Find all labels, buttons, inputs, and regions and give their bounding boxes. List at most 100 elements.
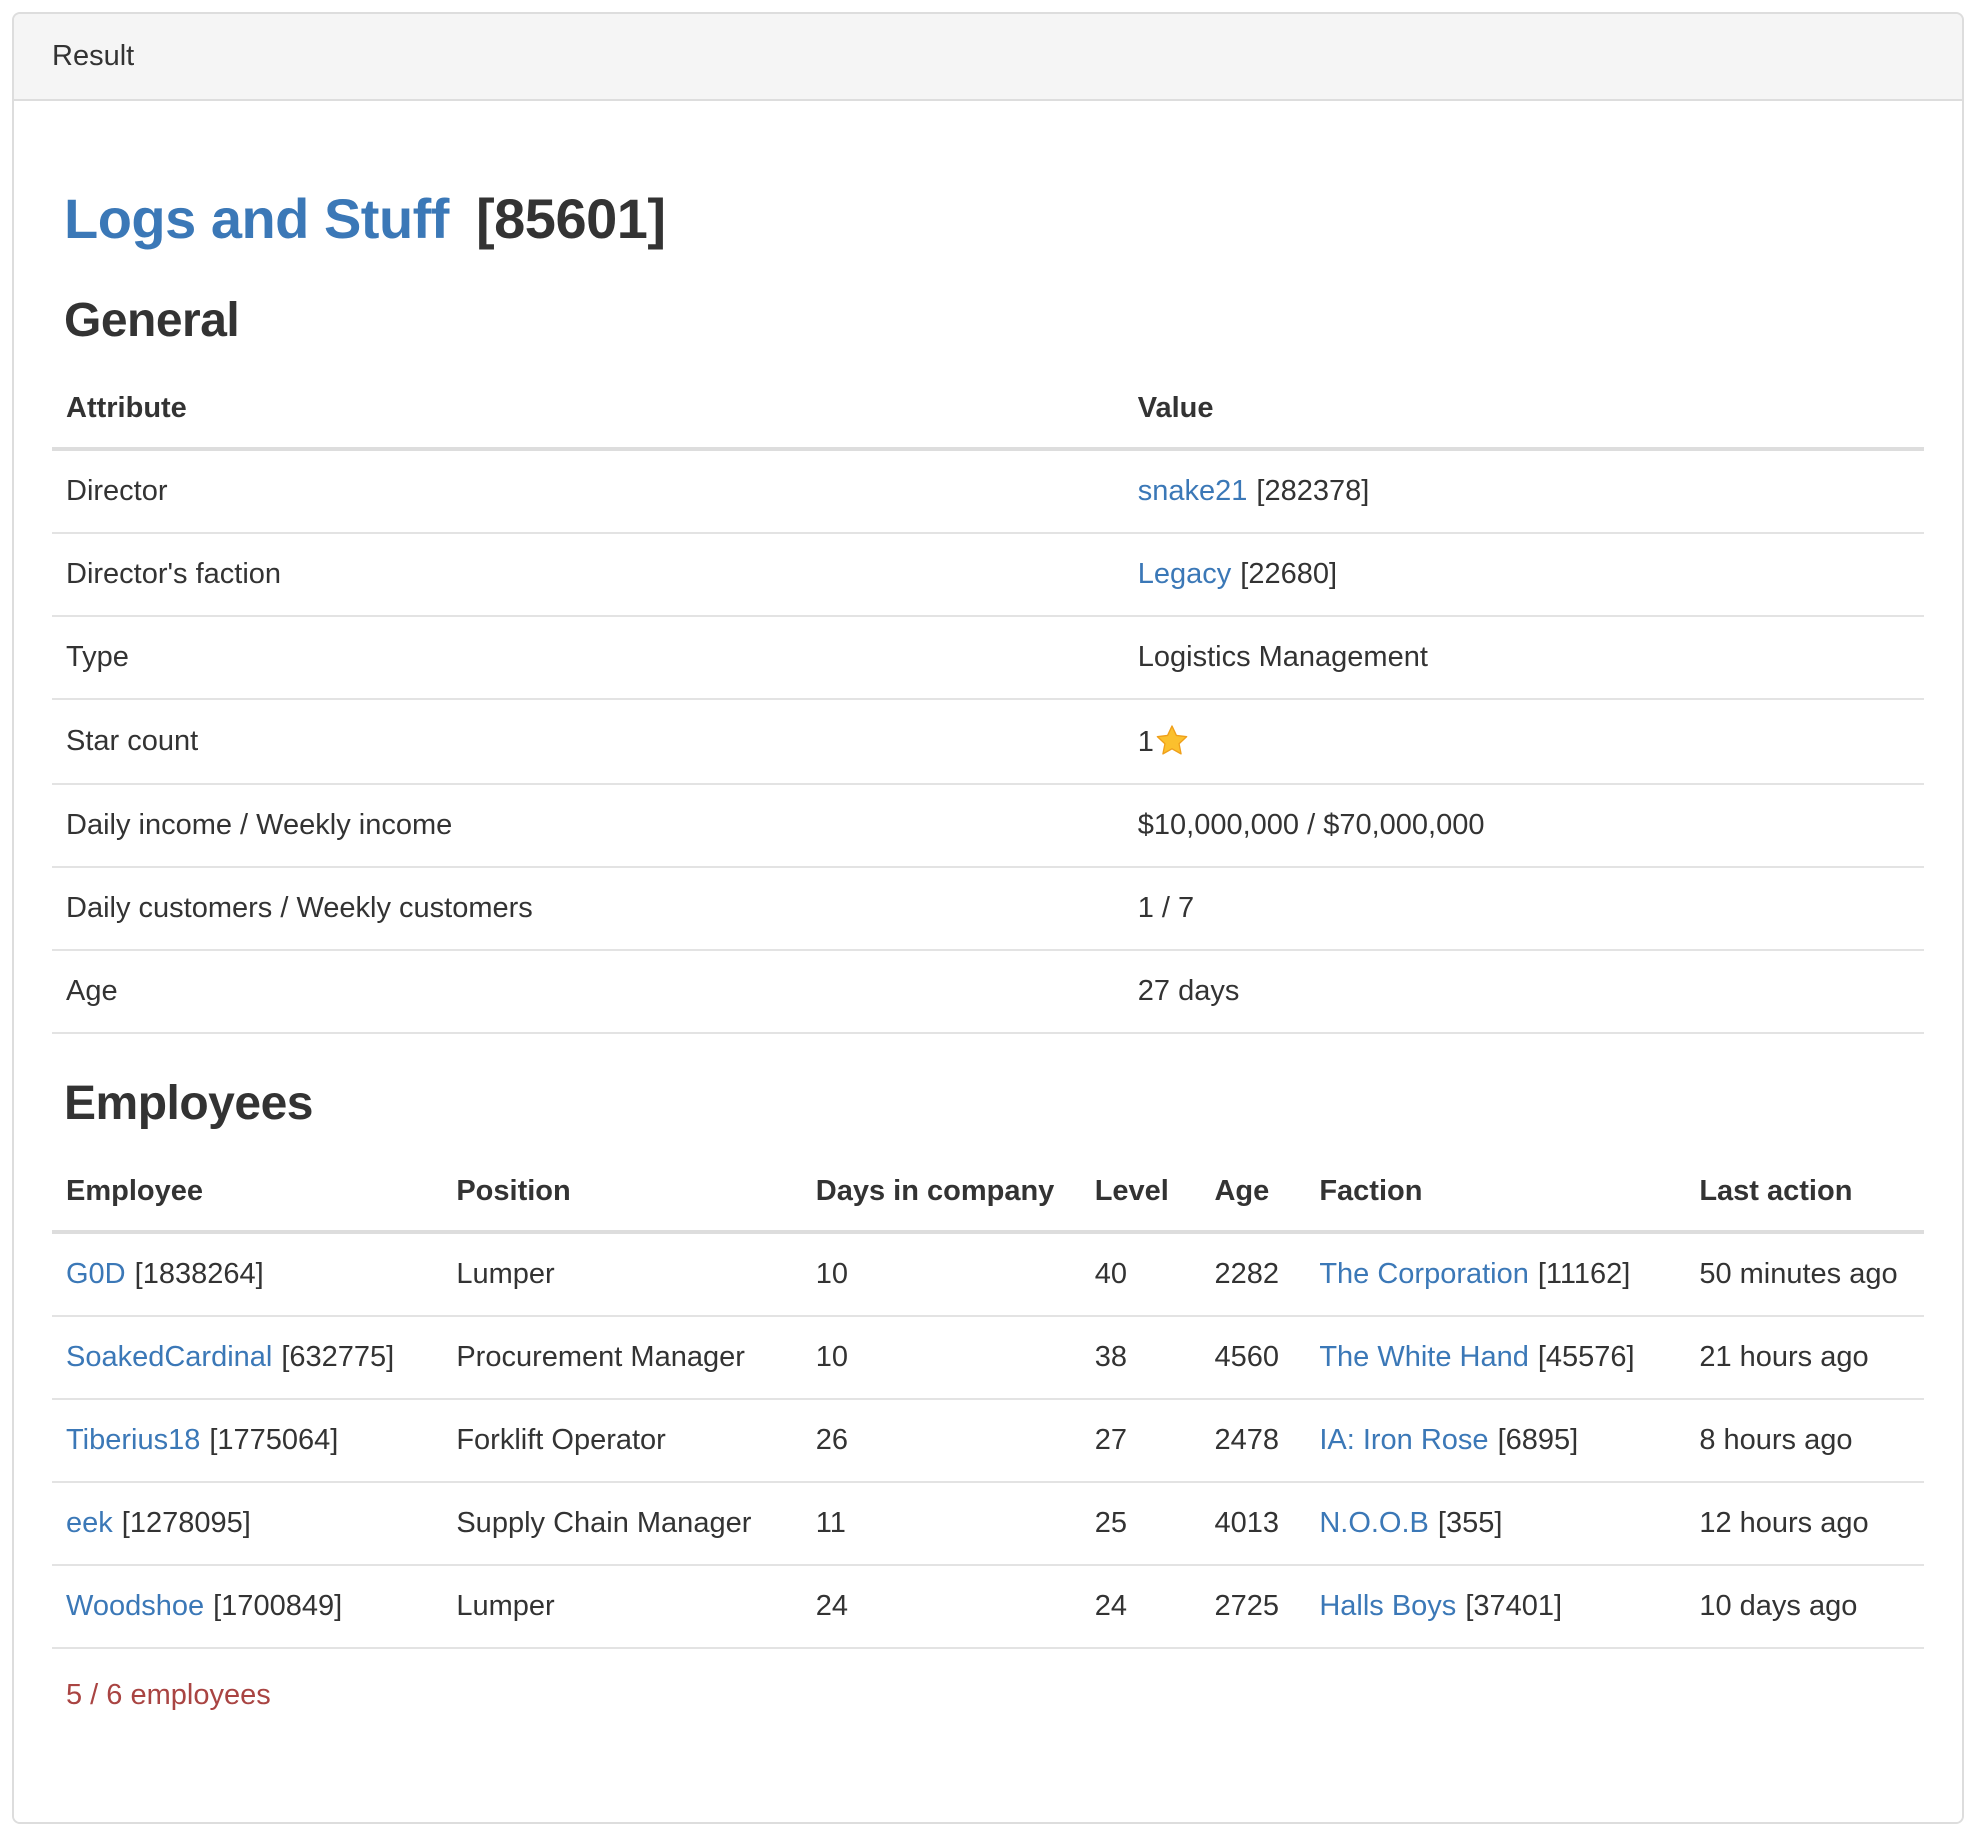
position-cell: Lumper	[456, 1232, 816, 1317]
attribute-label: Type	[52, 616, 1138, 700]
faction-link[interactable]: IA: Iron Rose	[1319, 1424, 1489, 1456]
faction-link[interactable]: The Corporation	[1319, 1258, 1529, 1290]
star-icon	[1156, 725, 1188, 755]
employees-col-position: Position	[456, 1137, 816, 1234]
faction-id: [6895]	[1497, 1424, 1579, 1456]
result-panel: Result Logs and Stuff [85601] General At…	[12, 12, 1964, 1824]
employee-name-link[interactable]: SoakedCardinal	[66, 1341, 273, 1373]
company-id: [85601]	[476, 187, 666, 250]
days-cell: 11	[815, 1482, 1095, 1566]
attribute-value: $10,000,000 / $70,000,000	[1137, 784, 1924, 868]
employee-id: [632775]	[281, 1341, 395, 1373]
general-header-row: Attribute Value	[52, 354, 1924, 451]
days-cell: 10	[815, 1232, 1095, 1317]
general-row-income: Daily income / Weekly income $10,000,000…	[52, 784, 1924, 868]
attribute-value: snake21 [282378]	[1137, 449, 1924, 534]
level-cell: 40	[1094, 1232, 1215, 1317]
faction-id: [45576]	[1537, 1341, 1635, 1373]
attribute-label: Star count	[52, 699, 1138, 785]
director-id: [282378]	[1256, 475, 1370, 507]
employee-name-link[interactable]: eek	[66, 1507, 113, 1539]
level-cell: 24	[1094, 1565, 1215, 1649]
attribute-label: Daily income / Weekly income	[52, 784, 1138, 868]
director-faction-link[interactable]: Legacy	[1137, 558, 1232, 590]
attribute-value: 1	[1137, 699, 1924, 785]
employee-cell: eek [1278095]	[52, 1482, 457, 1566]
employee-id: [1278095]	[121, 1507, 251, 1539]
faction-cell: Halls Boys [37401]	[1319, 1565, 1700, 1649]
employee-id: [1700849]	[213, 1590, 343, 1622]
company-title: Logs and Stuff [85601]	[64, 186, 1924, 251]
employees-header-row: Employee Position Days in company Level …	[52, 1137, 1924, 1234]
employees-count-footer: 5 / 6 employees	[66, 1679, 271, 1711]
last-action-cell: 8 hours ago	[1699, 1399, 1924, 1483]
position-cell: Lumper	[456, 1565, 816, 1649]
employees-col-days: Days in company	[815, 1137, 1095, 1234]
last-action-cell: 10 days ago	[1699, 1565, 1924, 1649]
days-cell: 26	[815, 1399, 1095, 1483]
employee-row: G0D [1838264] Lumper 10 40 2282 The Corpo…	[52, 1232, 1924, 1317]
employee-id: [1838264]	[134, 1258, 264, 1290]
position-cell: Supply Chain Manager	[456, 1482, 816, 1566]
page: Result Logs and Stuff [85601] General At…	[0, 12, 1976, 1824]
attribute-label: Daily customers / Weekly customers	[52, 867, 1138, 951]
general-table: Attribute Value Director snake21 [282378]…	[52, 354, 1924, 1034]
employees-col-employee: Employee	[52, 1137, 457, 1234]
general-row-customers: Daily customers / Weekly customers 1 / 7	[52, 867, 1924, 951]
employee-row: Tiberius18 [1775064] Forklift Operator 26…	[52, 1399, 1924, 1483]
position-cell: Forklift Operator	[456, 1399, 816, 1483]
attribute-value: Legacy [22680]	[1137, 533, 1924, 617]
employees-col-faction: Faction	[1319, 1137, 1700, 1234]
employees-table: Employee Position Days in company Level …	[52, 1137, 1924, 1649]
level-cell: 25	[1094, 1482, 1215, 1566]
level-cell: 38	[1094, 1316, 1215, 1400]
employees-col-last-action: Last action	[1699, 1137, 1924, 1234]
age-cell: 4013	[1214, 1482, 1320, 1566]
employee-row: SoakedCardinal [632775] Procurement Manag…	[52, 1316, 1924, 1400]
employees-col-level: Level	[1094, 1137, 1215, 1234]
employee-id: [1775064]	[209, 1424, 339, 1456]
employee-cell: SoakedCardinal [632775]	[52, 1316, 457, 1400]
faction-cell: N.O.O.B [355]	[1319, 1482, 1700, 1566]
age-cell: 2282	[1214, 1232, 1320, 1317]
faction-cell: IA: Iron Rose [6895]	[1319, 1399, 1700, 1483]
faction-link[interactable]: N.O.O.B	[1319, 1507, 1429, 1539]
general-col-attribute: Attribute	[52, 354, 1138, 451]
faction-link[interactable]: Halls Boys	[1319, 1590, 1457, 1622]
age-cell: 4560	[1214, 1316, 1320, 1400]
employee-name-link[interactable]: G0D	[66, 1258, 126, 1290]
faction-cell: The White Hand [45576]	[1319, 1316, 1700, 1400]
last-action-cell: 12 hours ago	[1699, 1482, 1924, 1566]
star-count-value: 1	[1137, 726, 1154, 758]
general-row-age: Age 27 days	[52, 950, 1924, 1034]
panel-header-label: Result	[52, 40, 135, 72]
director-faction-id: [22680]	[1240, 558, 1338, 590]
days-cell: 24	[815, 1565, 1095, 1649]
director-link[interactable]: snake21	[1137, 475, 1248, 507]
days-cell: 10	[815, 1316, 1095, 1400]
employee-cell: G0D [1838264]	[52, 1232, 457, 1317]
employee-name-link[interactable]: Woodshoe	[66, 1590, 205, 1622]
attribute-label: Director's faction	[52, 533, 1138, 617]
faction-id: [37401]	[1465, 1590, 1563, 1622]
general-col-value: Value	[1137, 354, 1924, 451]
level-cell: 27	[1094, 1399, 1215, 1483]
attribute-value: Logistics Management	[1137, 616, 1924, 700]
employee-name-link[interactable]: Tiberius18	[66, 1424, 201, 1456]
attribute-value: 27 days	[1137, 950, 1924, 1034]
faction-id: [11162]	[1537, 1258, 1631, 1290]
employee-row: Woodshoe [1700849] Lumper 24 24 2725 Hall…	[52, 1565, 1924, 1649]
general-row-director: Director snake21 [282378]	[52, 449, 1924, 534]
faction-link[interactable]: The White Hand	[1319, 1341, 1529, 1373]
employee-cell: Tiberius18 [1775064]	[52, 1399, 457, 1483]
faction-cell: The Corporation [11162]	[1319, 1232, 1700, 1317]
company-name-link[interactable]: Logs and Stuff	[64, 187, 449, 250]
age-cell: 2478	[1214, 1399, 1320, 1483]
general-section-title: General	[64, 294, 240, 347]
panel-header: Result	[14, 14, 1962, 101]
general-row-star-count: Star count 1	[52, 699, 1924, 785]
employees-section-title: Employees	[64, 1077, 313, 1130]
last-action-cell: 21 hours ago	[1699, 1316, 1924, 1400]
employees-col-age: Age	[1214, 1137, 1320, 1234]
last-action-cell: 50 minutes ago	[1699, 1232, 1924, 1317]
